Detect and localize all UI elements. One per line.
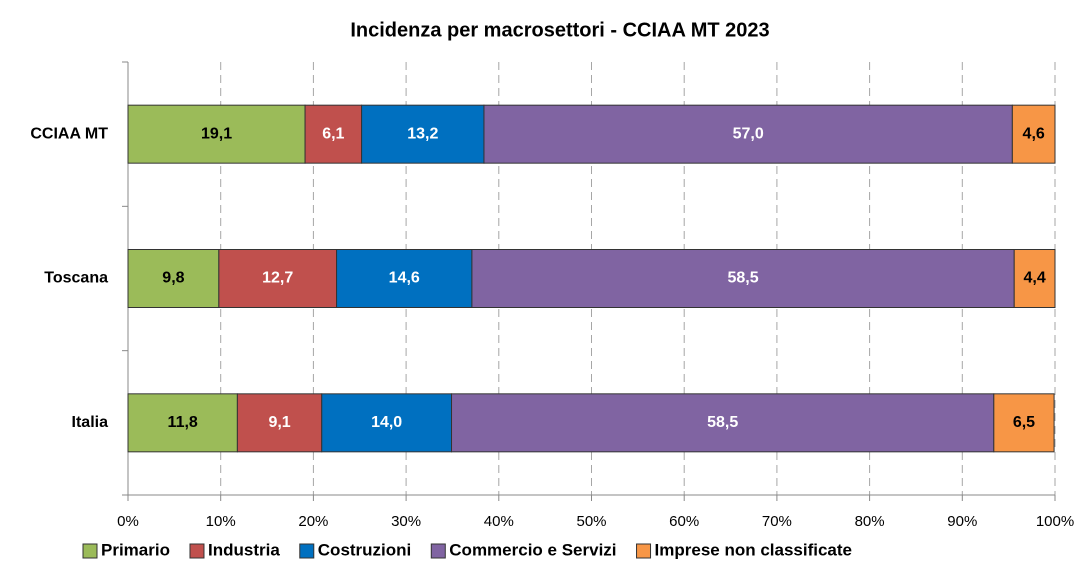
legend-label: Imprese non classificate: [655, 540, 852, 559]
legend-swatch: [189, 543, 205, 559]
x-tick-label: 20%: [298, 513, 328, 530]
bar-segment: [1013, 249, 1056, 308]
legend-label: Costruzioni: [318, 540, 412, 559]
legend-label: Primario: [101, 540, 170, 559]
data-label: 9,8: [162, 270, 184, 287]
data-label: 12,7: [262, 270, 293, 287]
data-label: 58,5: [707, 414, 738, 431]
x-tick-label: 60%: [669, 513, 699, 530]
x-tick-label: 80%: [855, 513, 885, 530]
bar-segment: [483, 104, 1013, 164]
data-label: 11,8: [168, 414, 198, 431]
bar-segment: [127, 104, 306, 164]
data-label: 4,6: [1023, 125, 1045, 142]
x-tick-label: 100%: [1036, 513, 1074, 530]
y-tick-label: Toscana: [44, 270, 108, 287]
bar-segment: [321, 393, 453, 453]
bar-segment: [336, 249, 473, 308]
bar-segment: [471, 249, 1015, 308]
bar-segment: [1011, 104, 1056, 164]
x-tick-label: 70%: [762, 513, 792, 530]
legend-swatch: [82, 543, 98, 559]
x-tick-label: 30%: [391, 513, 421, 530]
legend-label: Commercio e Servizi: [449, 540, 616, 559]
chart-title: Incidenza per macrosettori - CCIAA MT 20…: [350, 19, 769, 41]
data-label: 4,4: [1023, 270, 1045, 287]
legend-label: Industria: [208, 540, 280, 559]
legend-swatch: [430, 543, 446, 559]
bar-segment: [451, 393, 995, 453]
data-label: 6,1: [322, 125, 344, 142]
bar-segment: [218, 249, 338, 308]
x-tick-label: 40%: [484, 513, 514, 530]
data-label: 57,0: [733, 125, 764, 142]
data-label: 58,5: [727, 270, 758, 287]
x-tick-label: 10%: [206, 513, 236, 530]
x-tick-label: 90%: [947, 513, 977, 530]
bar-segment: [127, 393, 238, 453]
bar-segment: [304, 104, 363, 164]
x-tick-label: 50%: [576, 513, 606, 530]
data-label: 6,5: [1013, 414, 1035, 431]
bar-segment: [361, 104, 485, 164]
bar-segment: [993, 393, 1055, 453]
data-label: 9,1: [268, 414, 290, 431]
data-label: 14,6: [389, 270, 420, 287]
data-label: 13,2: [407, 125, 438, 142]
y-tick-label: CCIAA MT: [30, 125, 108, 142]
y-tick-label: Italia: [72, 414, 109, 431]
legend-swatch: [299, 543, 315, 559]
data-label: 14,0: [371, 414, 402, 431]
bar-segment: [127, 249, 220, 308]
data-label: 19,1: [201, 125, 232, 142]
x-tick-label: 0%: [117, 513, 139, 530]
legend-swatch: [636, 543, 652, 559]
bar-segment: [236, 393, 323, 453]
